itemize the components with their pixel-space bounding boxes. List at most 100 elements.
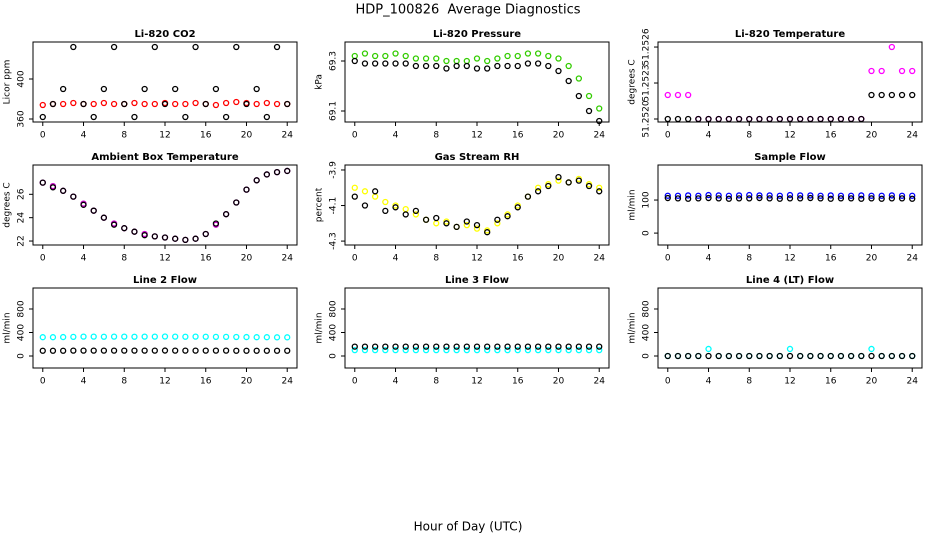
- data-point: [80, 333, 87, 340]
- data-point: [243, 100, 250, 108]
- data-point: [182, 347, 189, 354]
- data-point: [361, 346, 369, 354]
- data-point: [684, 195, 692, 202]
- data-point: [100, 214, 108, 221]
- x-tick-label: 24: [281, 377, 293, 387]
- data-point: [524, 343, 532, 350]
- data-point: [151, 347, 158, 354]
- data-point: [473, 55, 481, 62]
- data-point: [151, 333, 158, 340]
- data-point: [382, 343, 389, 350]
- data-point: [422, 62, 430, 70]
- data-point: [233, 43, 240, 51]
- x-tick-label: 16: [825, 377, 837, 387]
- data-point: [585, 107, 593, 115]
- data-point: [504, 52, 511, 60]
- data-point: [596, 105, 603, 112]
- x-tick-label: 0: [665, 131, 671, 141]
- x-tick-label: 24: [906, 131, 918, 141]
- data-point: [786, 115, 794, 123]
- data-point: [585, 92, 593, 100]
- panel-title: Gas Stream RH: [435, 152, 520, 163]
- data-point: [222, 333, 230, 341]
- data-point: [80, 100, 87, 108]
- data-point: [463, 221, 470, 229]
- data-point: [49, 184, 57, 191]
- x-tick-label: 24: [906, 254, 918, 264]
- data-point: [253, 177, 260, 184]
- data-point: [746, 191, 753, 199]
- data-point: [371, 193, 379, 200]
- y-tick-label: 360: [17, 110, 27, 127]
- data-point: [735, 195, 743, 202]
- data-point: [756, 194, 763, 202]
- data-point: [402, 211, 409, 218]
- data-point: [715, 352, 722, 360]
- data-point: [263, 99, 271, 107]
- data-point: [878, 192, 885, 199]
- data-point: [351, 346, 358, 354]
- data-point: [253, 85, 260, 93]
- data-point: [473, 346, 481, 354]
- data-point: [735, 115, 743, 123]
- data-point: [90, 100, 97, 108]
- data-point: [412, 343, 420, 350]
- data-point: [837, 192, 845, 199]
- data-point: [212, 101, 220, 109]
- data-point: [695, 195, 702, 202]
- data-point: [909, 192, 916, 199]
- data-point: [212, 347, 220, 354]
- x-tick-label: 12: [784, 254, 795, 264]
- data-point: [233, 199, 240, 206]
- data-point: [212, 85, 220, 93]
- data-point: [141, 232, 148, 239]
- data-point: [545, 343, 552, 350]
- data-point: [725, 195, 733, 202]
- data-point: [484, 343, 491, 350]
- data-point: [898, 91, 906, 99]
- data-point: [284, 334, 291, 341]
- data-point: [514, 346, 521, 354]
- data-point: [746, 115, 753, 123]
- data-point: [575, 346, 583, 354]
- data-point: [534, 184, 542, 191]
- data-point: [585, 346, 593, 354]
- data-point: [131, 347, 138, 354]
- panel-title: Line 3 Flow: [445, 275, 509, 286]
- data-point: [575, 75, 583, 82]
- x-axis-label: Hour of Day (UTC): [414, 520, 523, 534]
- data-point: [534, 343, 542, 350]
- data-point: [253, 347, 260, 354]
- y-tick-label: 100: [642, 191, 652, 208]
- data-point: [715, 195, 722, 202]
- data-point: [131, 99, 138, 107]
- data-point: [39, 347, 46, 354]
- data-point: [70, 99, 77, 107]
- data-point: [131, 113, 138, 121]
- x-tick-label: 0: [40, 254, 46, 264]
- y-tick-label: 800: [642, 300, 652, 317]
- data-point: [402, 346, 409, 354]
- y-tick-label: 400: [17, 70, 27, 87]
- data-point: [463, 57, 470, 65]
- data-point: [284, 167, 291, 175]
- data-point: [233, 333, 240, 341]
- data-point: [412, 55, 420, 62]
- x-tick-label: 8: [433, 377, 439, 387]
- data-point: [555, 346, 562, 354]
- data-point: [39, 334, 46, 341]
- data-point: [402, 52, 409, 60]
- data-point: [504, 213, 511, 220]
- data-point: [898, 352, 906, 360]
- x-tick-label: 16: [825, 131, 837, 141]
- data-point: [131, 333, 138, 340]
- y-tick-label: 0: [642, 353, 652, 359]
- x-tick-label: 16: [512, 377, 524, 387]
- data-point: [131, 228, 138, 235]
- data-point: [172, 347, 179, 354]
- data-point: [858, 352, 865, 360]
- y-tick-label: 69.3: [329, 51, 339, 71]
- data-point: [514, 62, 521, 70]
- data-point: [909, 91, 916, 99]
